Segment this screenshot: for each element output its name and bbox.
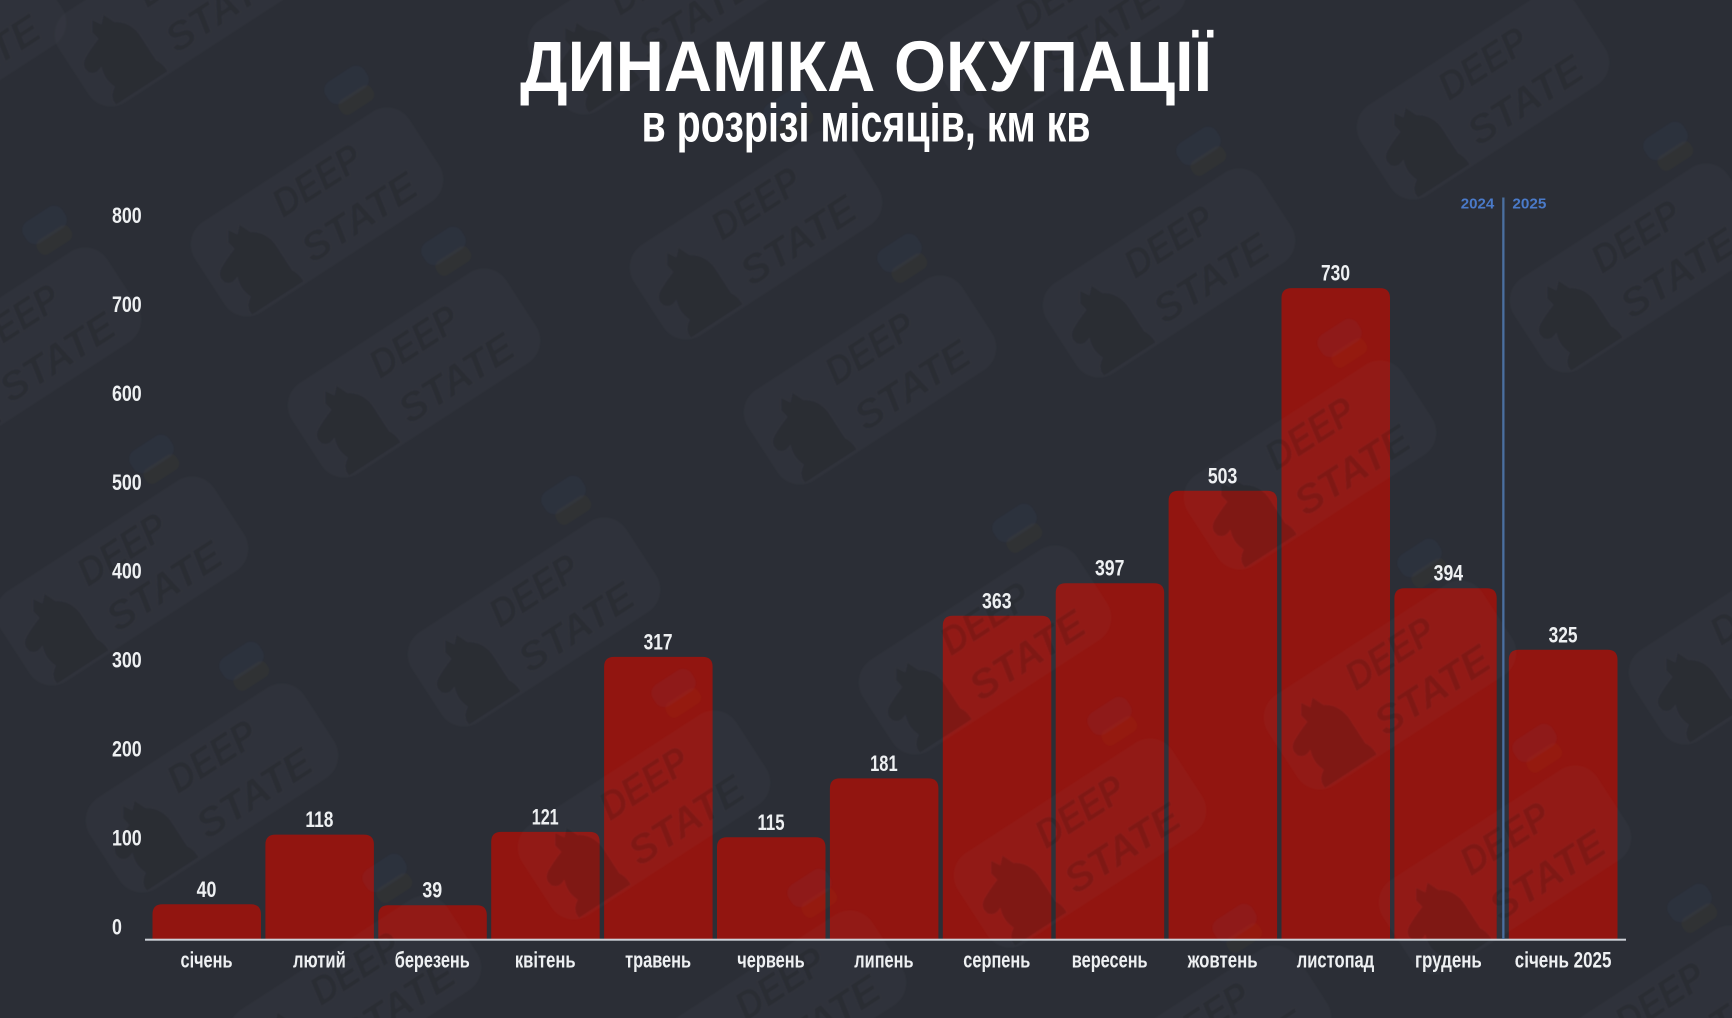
svg-text:394: 394 (1434, 561, 1464, 586)
svg-text:грудень: грудень (1415, 948, 1482, 973)
svg-text:500: 500 (112, 470, 142, 495)
svg-text:ДИНАМІКА ОКУПАЦІЇ: ДИНАМІКА ОКУПАЦІЇ (520, 28, 1214, 107)
svg-text:40: 40 (197, 877, 217, 902)
svg-text:січень: січень (181, 948, 233, 973)
svg-text:листопад: листопад (1297, 948, 1375, 973)
svg-text:317: 317 (644, 629, 673, 654)
svg-text:травень: травень (625, 948, 691, 973)
svg-text:503: 503 (1208, 463, 1238, 488)
svg-text:серпень: серпень (963, 948, 1030, 973)
svg-text:2024: 2024 (1461, 196, 1495, 212)
svg-text:2025: 2025 (1512, 196, 1546, 212)
svg-text:118: 118 (305, 807, 333, 832)
svg-text:325: 325 (1549, 622, 1578, 647)
svg-text:700: 700 (112, 292, 142, 317)
svg-text:березень: березень (395, 948, 470, 973)
svg-text:200: 200 (112, 737, 142, 762)
svg-text:181: 181 (870, 751, 898, 776)
svg-text:липень: липень (854, 948, 913, 973)
svg-text:жовтень: жовтень (1187, 948, 1258, 973)
svg-text:0: 0 (112, 914, 122, 939)
svg-text:363: 363 (982, 588, 1012, 613)
svg-text:100: 100 (112, 825, 142, 850)
svg-text:400: 400 (112, 559, 142, 584)
svg-text:квітень: квітень (515, 948, 576, 973)
svg-text:300: 300 (112, 648, 142, 673)
svg-text:115: 115 (758, 810, 785, 835)
svg-text:800: 800 (112, 203, 142, 228)
svg-text:39: 39 (422, 878, 442, 903)
svg-text:лютий: лютий (293, 948, 346, 973)
svg-text:вересень: вересень (1072, 948, 1148, 973)
svg-text:600: 600 (112, 381, 142, 406)
svg-text:121: 121 (532, 804, 559, 829)
svg-text:730: 730 (1321, 261, 1350, 286)
svg-text:в розрізі місяців, км кв: в розрізі місяців, км кв (642, 94, 1091, 154)
svg-text:397: 397 (1095, 556, 1125, 581)
svg-text:січень 2025: січень 2025 (1515, 948, 1612, 973)
svg-text:червень: червень (737, 948, 804, 973)
